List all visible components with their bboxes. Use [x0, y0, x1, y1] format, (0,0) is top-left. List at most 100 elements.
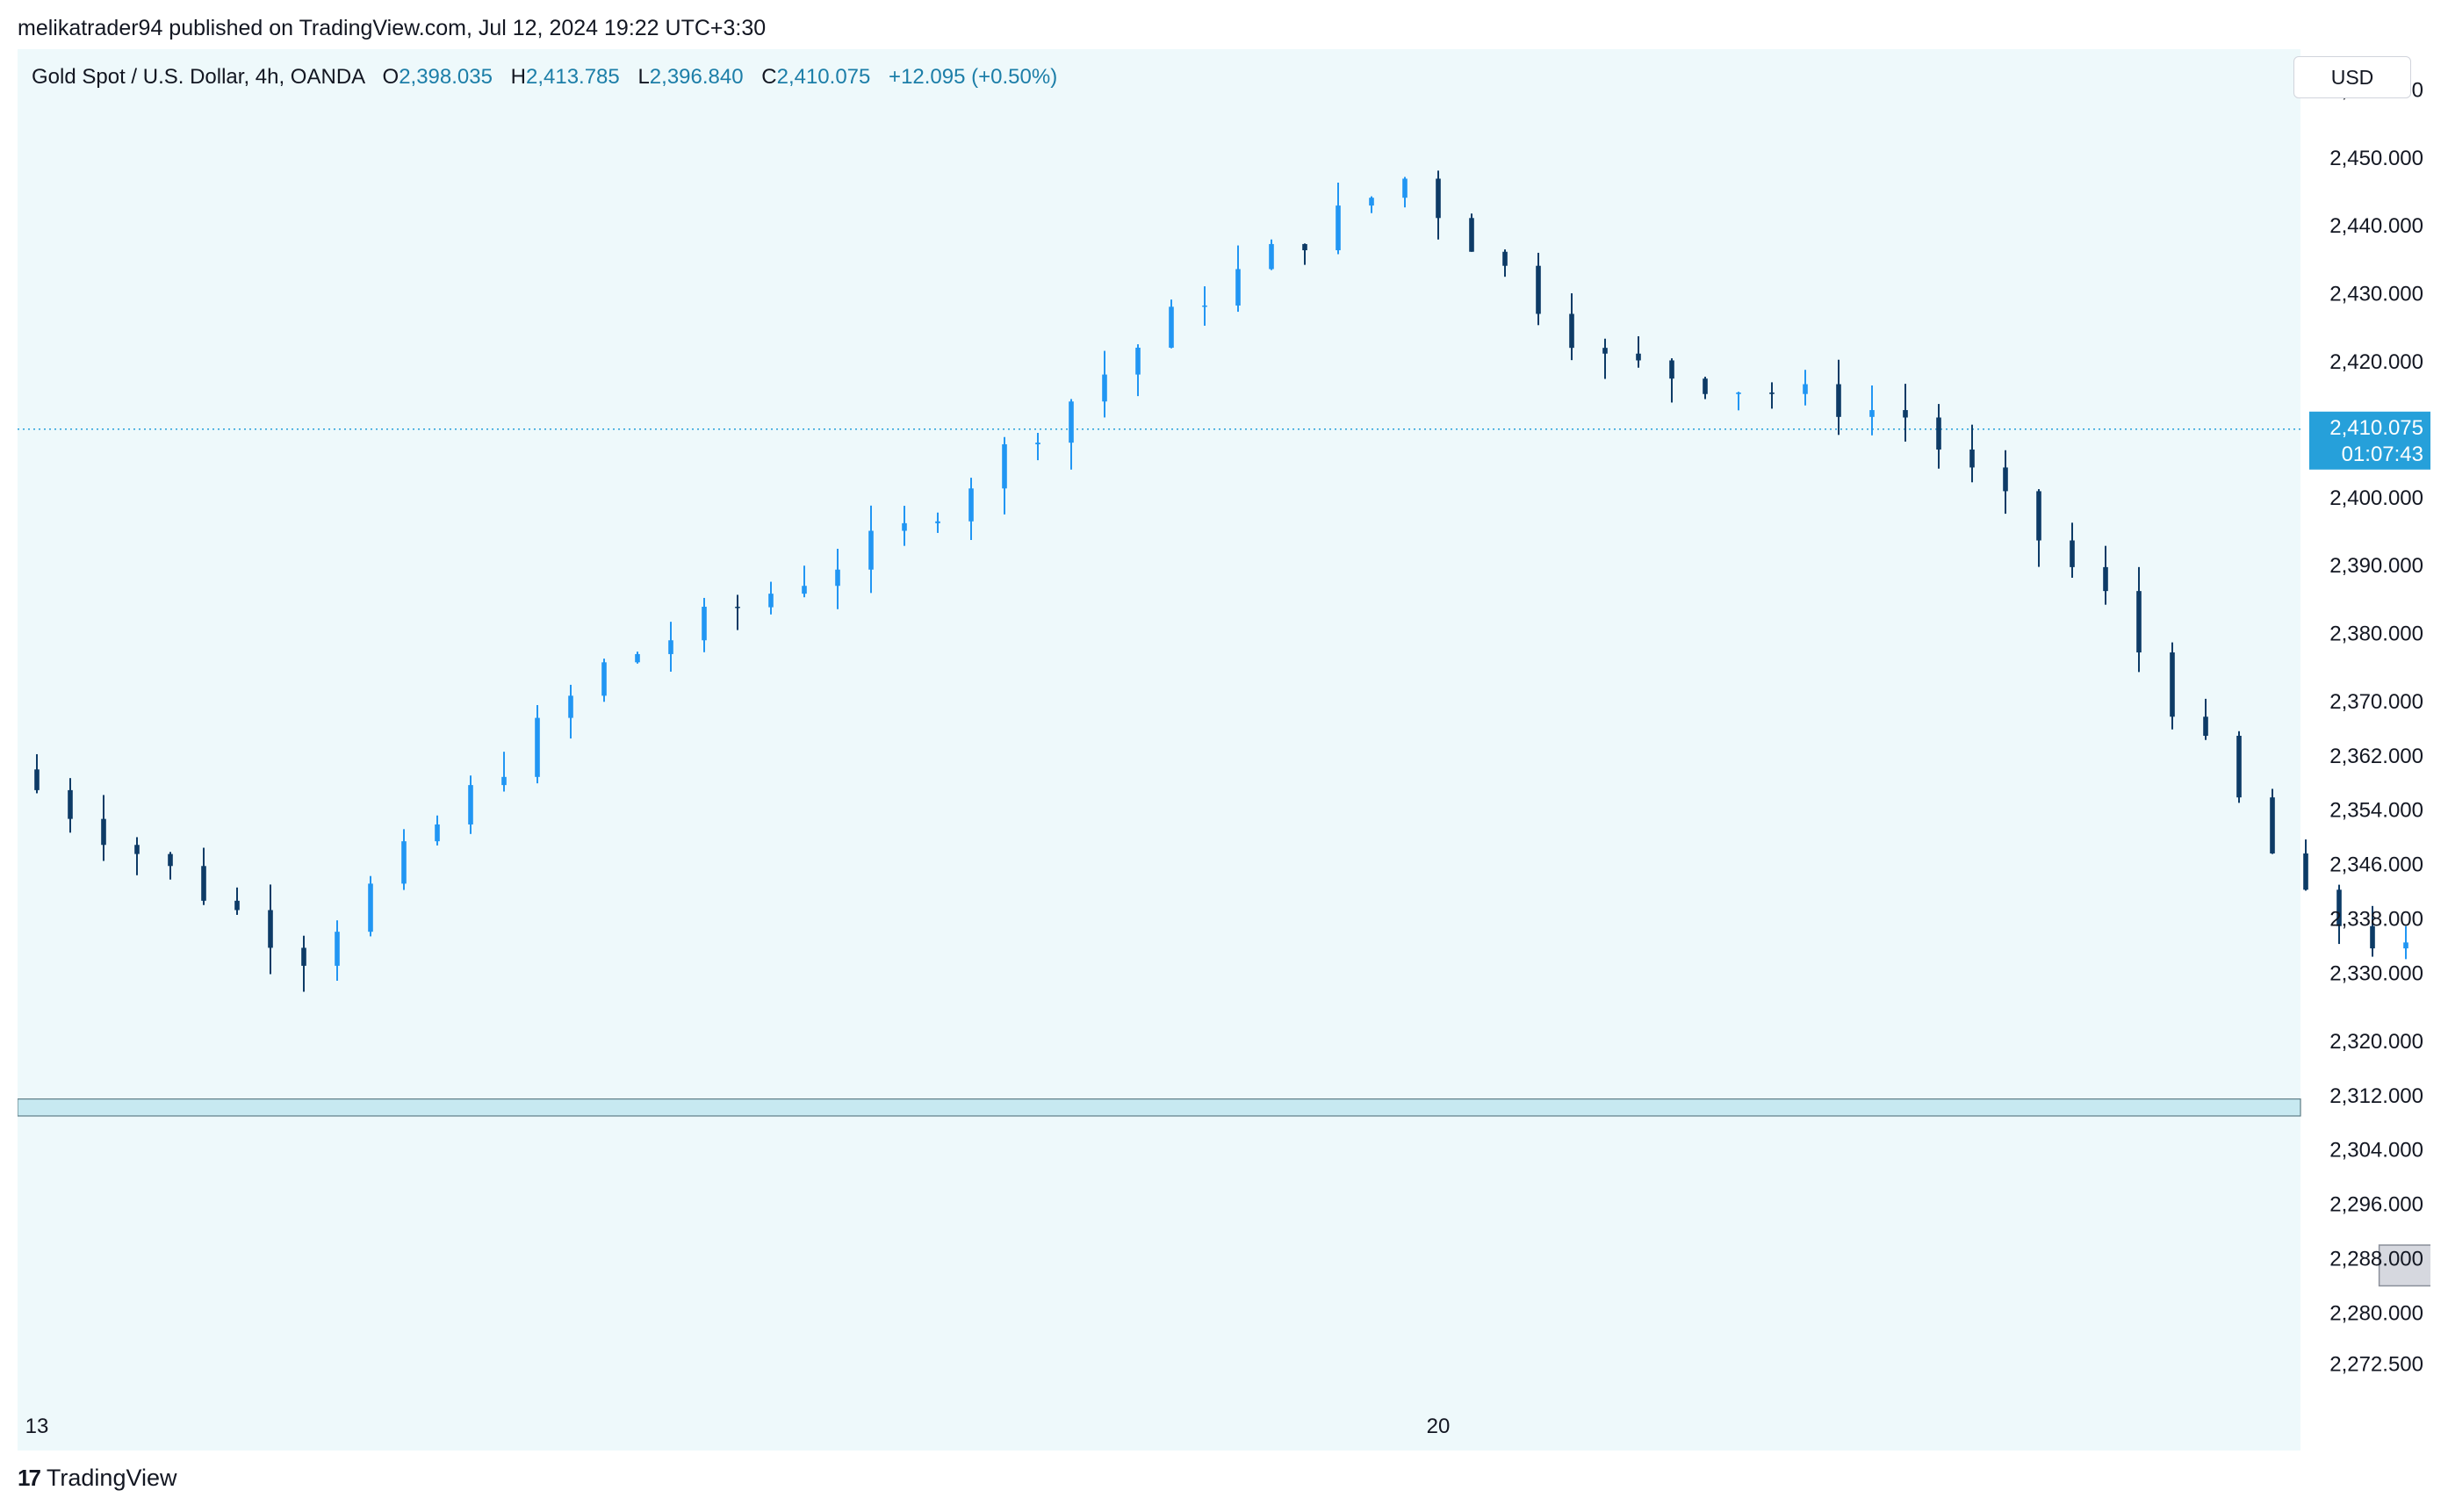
y-tick-label: 2,338.000: [2329, 908, 2423, 932]
candle-body: [1869, 410, 1875, 417]
candle-body: [335, 932, 340, 966]
candle-body: [34, 769, 40, 790]
y-tick-label: 2,346.000: [2329, 853, 2423, 877]
support-zone: [2378, 1244, 2430, 1287]
y-tick-label: 2,450.000: [2329, 147, 2423, 170]
candle-body: [368, 883, 373, 932]
candle-body: [401, 841, 407, 884]
y-tick-label: 2,304.000: [2329, 1139, 2423, 1163]
chart-frame[interactable]: 2,460.0002,450.0002,440.0002,430.0002,42…: [18, 49, 2430, 1451]
candle-body: [1369, 198, 1374, 206]
candle-body: [1636, 353, 1641, 361]
currency-button[interactable]: USD: [2293, 56, 2411, 98]
candle-body: [2003, 467, 2008, 492]
change-value: +12.095 (+0.50%): [889, 65, 1058, 89]
candle-body: [1002, 443, 1007, 489]
high-label: H: [510, 65, 526, 89]
candle-body: [435, 824, 440, 842]
candle-body: [2136, 591, 2142, 653]
candle-body: [2370, 925, 2375, 949]
candle-body: [1469, 218, 1474, 252]
price-badge-value: 2,410.075: [2329, 416, 2423, 440]
candle-body: [568, 695, 573, 718]
candle-body: [2070, 540, 2075, 567]
tradingview-icon: 17: [18, 1465, 41, 1491]
price-chart[interactable]: 2,460.0002,450.0002,440.0002,430.0002,42…: [18, 49, 2430, 1451]
candle-body: [668, 640, 673, 654]
candle-body: [1803, 384, 1808, 394]
y-tick-label: 2,390.000: [2329, 554, 2423, 578]
symbol-legend: Gold Spot / U.S. Dollar, 4h, OANDA O 2,39…: [32, 65, 1057, 90]
open-label: O: [382, 65, 400, 89]
candle-body: [1269, 243, 1274, 270]
y-tick-label: 2,400.000: [2329, 486, 2423, 510]
y-tick-label: 2,272.500: [2329, 1352, 2423, 1376]
tradingview-logo[interactable]: 17 TradingView: [18, 1465, 177, 1492]
candle-body: [1402, 178, 1408, 198]
candle-body: [2336, 889, 2342, 926]
candle-body: [535, 717, 540, 777]
price-badge-countdown: 01:07:43: [2342, 443, 2423, 466]
candle-body: [2270, 797, 2275, 853]
y-tick-label: 2,370.000: [2329, 690, 2423, 714]
y-tick-label: 2,320.000: [2329, 1030, 2423, 1054]
candle-body: [268, 910, 273, 948]
y-tick-label: 2,354.000: [2329, 799, 2423, 823]
candle-body: [2403, 942, 2408, 949]
price-badge: [2309, 411, 2430, 470]
candle-body: [635, 653, 640, 663]
y-tick-label: 2,288.000: [2329, 1247, 2423, 1271]
candle-body: [968, 488, 974, 522]
candle-body: [702, 607, 707, 641]
candle-body: [1235, 269, 1241, 306]
candle-body: [134, 845, 140, 854]
candle-body: [735, 607, 740, 608]
close-label: C: [761, 65, 777, 89]
candle-body: [1035, 443, 1040, 444]
high-value: 2,413.785: [525, 65, 620, 89]
candle-body: [902, 522, 907, 531]
candle-body: [802, 586, 807, 594]
candle-body: [2303, 853, 2308, 890]
close-value: 2,410.075: [776, 65, 871, 89]
x-tick-label: 20: [1427, 1415, 1451, 1438]
y-tick-label: 2,312.000: [2329, 1084, 2423, 1108]
candle-body: [1936, 417, 1941, 450]
candle-body: [168, 853, 173, 867]
candle-body: [1769, 392, 1775, 394]
y-tick-label: 2,280.000: [2329, 1301, 2423, 1325]
candle-body: [1135, 347, 1141, 375]
candle-body: [1836, 384, 1841, 417]
chart-background: [18, 49, 2300, 1451]
y-tick-label: 2,296.000: [2329, 1193, 2423, 1217]
candle-body: [1202, 305, 1207, 307]
y-tick-label: 2,430.000: [2329, 283, 2423, 306]
candle-body: [2103, 566, 2108, 592]
y-tick-label: 2,380.000: [2329, 623, 2423, 646]
candle-body: [1102, 374, 1107, 402]
candle-body: [1602, 348, 1608, 354]
candle-body: [1436, 178, 1441, 219]
support-band: [18, 1098, 2301, 1117]
candle-body: [1536, 265, 1541, 314]
candle-body: [1903, 410, 1908, 418]
low-value: 2,396.840: [649, 65, 744, 89]
symbol-name: Gold Spot / U.S. Dollar, 4h, OANDA: [32, 65, 364, 89]
candle-body: [2203, 716, 2208, 736]
candle-body: [68, 789, 73, 819]
candle-body: [1169, 306, 1174, 348]
candle-body: [768, 594, 774, 608]
tradingview-wordmark: TradingView: [46, 1465, 177, 1491]
y-tick-label: 2,440.000: [2329, 214, 2423, 238]
publisher-caption: melikatrader94 published on TradingView.…: [18, 16, 767, 40]
candle-body: [1069, 401, 1074, 443]
candle-body: [201, 866, 206, 901]
y-tick-label: 2,330.000: [2329, 961, 2423, 985]
candle-body: [101, 818, 106, 846]
candle-body: [2236, 735, 2242, 798]
candle-body: [1669, 360, 1674, 379]
candle-body: [868, 530, 874, 570]
candle-body: [601, 662, 607, 696]
candle-body: [234, 900, 240, 911]
candle-body: [2036, 491, 2041, 541]
